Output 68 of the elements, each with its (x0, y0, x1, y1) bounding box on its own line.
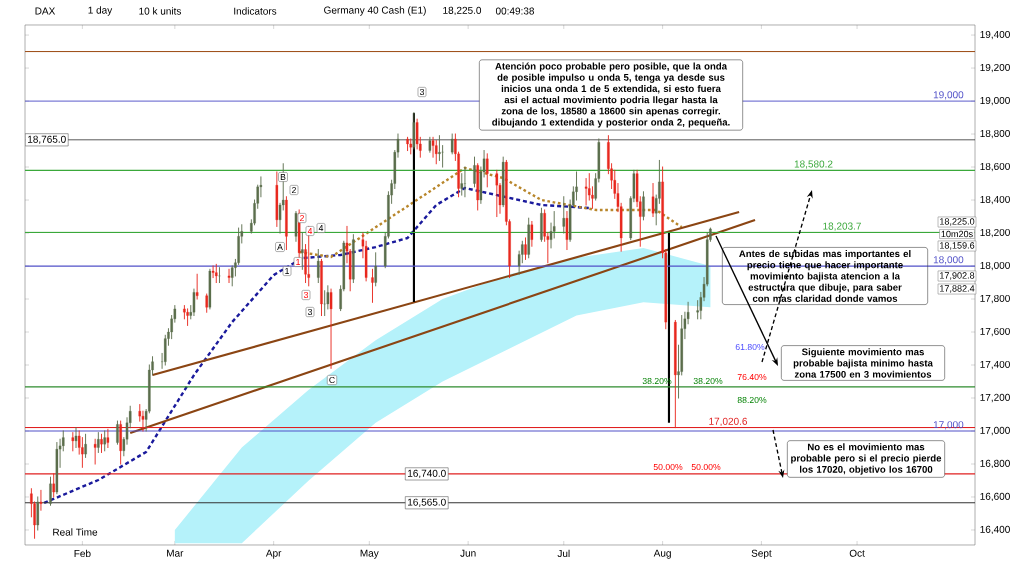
ref-line-label: 17,020.6 (709, 417, 748, 426)
annotation: 38.20% (693, 377, 723, 385)
y-tick-label: 19,400 (980, 30, 1010, 40)
annotation: 2 (300, 214, 304, 222)
annotation: Real Time (53, 528, 98, 536)
ref-line-label: 18,203.7 (823, 222, 861, 231)
text: 1 day (88, 6, 113, 16)
x-tick-label: May (360, 549, 379, 559)
annotation: 3 (303, 291, 309, 299)
x-tick-label: Sept (751, 549, 772, 559)
y-tick-label: 16,600 (980, 492, 1010, 502)
text: Indicators (234, 7, 277, 15)
annotation: 4 (318, 225, 324, 231)
annotation: 10m20s (941, 230, 973, 238)
x-tick-label: Jul (557, 549, 570, 558)
annotation: Antes de subidas mas importantes el precio tiene que hacer importante movimiento bajista atencion a la estructura que dibuje, para saber con mas claridad donde vamos (739, 250, 911, 302)
annotation: 18,225.0 (940, 218, 975, 226)
y-tick-label: 18,000 (980, 261, 1010, 271)
y-tick-label: 18,400 (980, 195, 1010, 205)
x-tick-label: Mar (167, 549, 184, 557)
annotation: 88.20% (737, 396, 767, 404)
annotation: 18,159.6 (940, 242, 975, 250)
x-tick-label: Feb (74, 549, 91, 558)
annotation: 3 (307, 308, 313, 316)
y-tick-label: 16,400 (980, 525, 1010, 535)
y-tick-label: 18,800 (980, 129, 1010, 139)
annotation: 50.00% (691, 463, 721, 471)
y-tick-label: 17,800 (980, 294, 1010, 304)
y-tick-label: 18,600 (980, 162, 1010, 172)
annotation: 4 (307, 228, 313, 234)
annotation: 61.80% (735, 343, 765, 351)
x-tick-label: Oct (849, 549, 865, 557)
y-tick-label: 16,800 (980, 459, 1010, 469)
ref-line-label: 16,565.0 (408, 498, 446, 507)
x-tick-label: Jun (460, 549, 476, 557)
annotation: 50.00% (653, 463, 683, 471)
annotation: 17,902.8 (940, 272, 975, 280)
y-tick-label: 18,200 (980, 228, 1010, 238)
ref-line-label: 18,000 (933, 256, 964, 265)
annotation: C (329, 376, 335, 384)
text: 18,225.0 (443, 6, 482, 16)
x-tick-label: Apr (265, 549, 282, 559)
annotation: A (277, 244, 283, 250)
y-tick-label: 17,000 (980, 426, 1010, 436)
chart-title: Germany 40 Cash (E1) (324, 6, 426, 16)
y-tick-label: 17,200 (980, 393, 1010, 403)
y-tick-label: 19,200 (980, 63, 1010, 73)
ref-line-label: 16,740.0 (408, 469, 446, 479)
annotation: 2 (292, 186, 296, 194)
annotation: Siguiente movimiento mas probable bajista minimo hasta zona 17500 en 3 movimientos (793, 348, 933, 378)
annotation: 17,882.4 (940, 285, 975, 293)
y-tick-label: 19,000 (980, 96, 1010, 106)
ref-line-label: 18,580.2 (794, 160, 833, 169)
y-tick-label: 17,400 (980, 360, 1010, 370)
ref-line-label: 18,765.0 (28, 135, 66, 144)
ref-line-label: 19,000 (933, 91, 964, 100)
annotation: 3 (419, 88, 425, 96)
text: 10 k units (139, 7, 182, 15)
annotation: Atención poco probable pero posible, que la onda de posible impulso u onda 5, tenga ya desde sus inicios una onda 1 de 5 extendida, si esto fuera asi el actual movimiento podria llegar hasta la zona de los, 18580 a 18600 sin apenas corregir. dibujando 1 extendida y posterior onda 2, pequeña. (492, 62, 730, 128)
annotation: 76.40% (737, 373, 767, 381)
annotation: B (280, 174, 286, 180)
y-tick-label: 17,600 (980, 327, 1010, 337)
annotation: 1 (285, 268, 289, 274)
x-tick-label: Aug (653, 549, 671, 559)
annotation: No es el movimiento mas probable pero si el precio pierde los 17020, objetivo los 16700 (791, 443, 942, 475)
text: 00:49:38 (495, 7, 535, 15)
text: DAX (35, 7, 56, 15)
annotation: 1 (296, 259, 300, 265)
